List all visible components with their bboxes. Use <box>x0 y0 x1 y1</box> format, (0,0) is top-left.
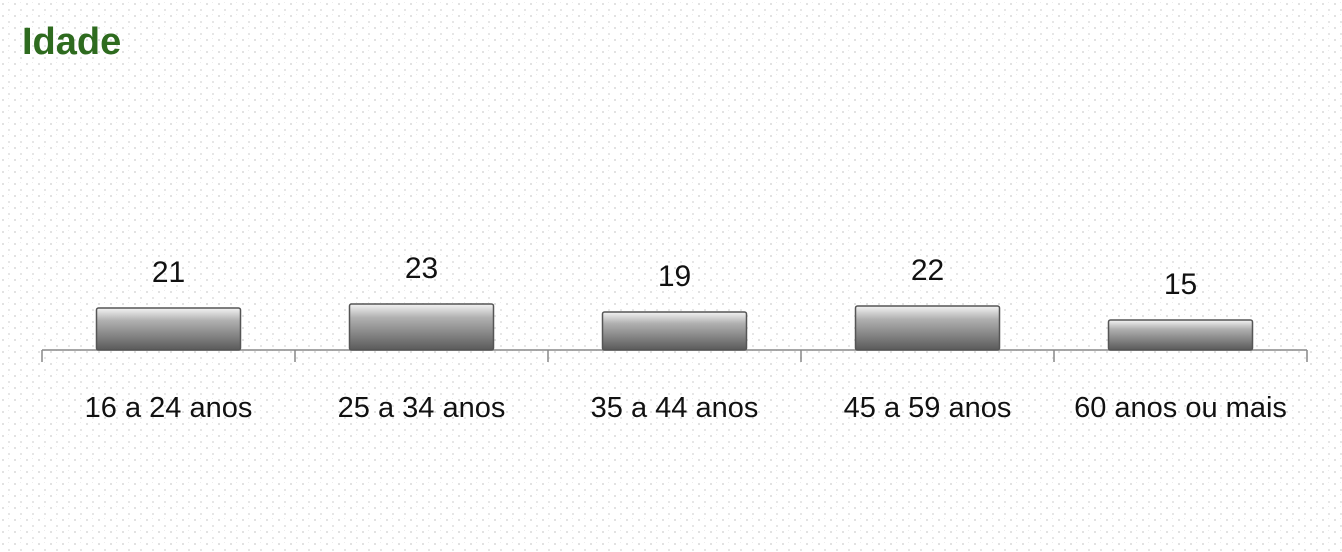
value-label: 21 <box>152 256 185 289</box>
value-label: 15 <box>1164 268 1197 301</box>
bar <box>854 305 1001 351</box>
x-tick-label: 45 a 59 anos <box>843 392 1012 424</box>
value-label: 19 <box>658 260 691 293</box>
x-tick-label: 35 a 44 anos <box>590 392 759 424</box>
bar <box>601 311 748 351</box>
value-label: 23 <box>405 252 438 285</box>
chart-title: Idade <box>22 21 121 63</box>
x-tick-label: 16 a 24 anos <box>84 392 253 424</box>
bar <box>1107 319 1254 351</box>
x-tick-label: 60 anos ou mais <box>1074 392 1287 424</box>
value-label: 22 <box>911 254 944 287</box>
x-tick-label: 25 a 34 anos <box>337 392 506 424</box>
bar <box>348 303 495 351</box>
bar <box>95 307 242 351</box>
